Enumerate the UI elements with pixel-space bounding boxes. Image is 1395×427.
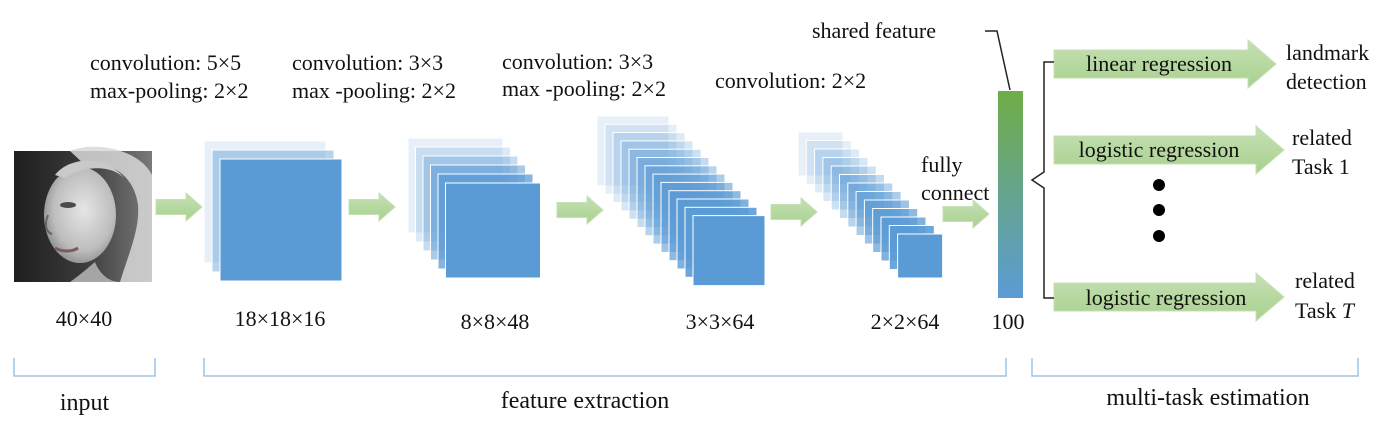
task2-output-line2: Task 1 xyxy=(1292,154,1350,179)
section-label-input: input xyxy=(59,390,110,416)
task1-method-label: linear regression xyxy=(1086,51,1232,76)
layer1-feature-map xyxy=(219,158,343,282)
layer2-conv-label: convolution: 3×3 xyxy=(292,50,444,75)
task1-arrow xyxy=(1053,38,1277,90)
layer3-size-label: 3×3×64 xyxy=(685,309,755,334)
shared-feature-label: shared feature xyxy=(812,18,936,43)
task3-output-line2-text: Task xyxy=(1295,298,1342,323)
task2-arrow xyxy=(1053,124,1285,176)
fully-connect-label-line2: connect xyxy=(921,180,990,205)
task3-output-italic: T xyxy=(1341,298,1354,323)
layer2-feature-map xyxy=(445,182,541,279)
layer4-feature-map xyxy=(797,131,844,177)
task3-arrow xyxy=(1053,271,1285,323)
input-size-label: 40×40 xyxy=(55,306,113,331)
section-label-multi-task: multi-task estimation xyxy=(1106,385,1310,411)
arrows-group xyxy=(155,38,1285,323)
layer4-conv-label: convolution: 2×2 xyxy=(715,68,867,93)
layer1-pool-label: max-pooling: 2×2 xyxy=(90,78,249,103)
task3-method-label: logistic regression xyxy=(1085,285,1247,310)
arrow-layer1-to-layer2 xyxy=(348,191,396,223)
bracket-input xyxy=(13,358,156,377)
layer4-feature-map xyxy=(897,233,944,279)
shared-feature-leader-line xyxy=(985,30,1011,91)
bracket-feature-extraction xyxy=(203,358,1007,377)
task-fanout-bracket xyxy=(1030,61,1054,299)
shared-feature-vector xyxy=(998,91,1023,298)
arrow-layer2-to-layer3 xyxy=(556,194,604,226)
layer4-feature-map xyxy=(805,140,852,185)
layer4-feature-map xyxy=(814,148,861,194)
task1-output-line1: landmark xyxy=(1286,40,1370,65)
ellipsis-dot xyxy=(1153,204,1165,216)
ellipsis-dot xyxy=(1153,179,1165,191)
bracket-multi-task xyxy=(1031,358,1359,377)
section-label-feature-extraction: feature extraction xyxy=(500,388,670,414)
arrow-input-to-layer1 xyxy=(155,191,203,223)
layer3-pool-label: max -pooling: 2×2 xyxy=(502,76,666,101)
layer2-size-label: 8×8×48 xyxy=(460,309,530,334)
arrow-fully-connect xyxy=(942,198,990,230)
task2-method-label: logistic regression xyxy=(1078,137,1240,162)
feature-map-stacks xyxy=(203,115,944,287)
layer4-size-label: 2×2×64 xyxy=(870,309,940,334)
layer1-size-label: 18×18×16 xyxy=(234,306,326,331)
shared-feature-size: 100 xyxy=(991,309,1025,334)
layer2-pool-label: max -pooling: 2×2 xyxy=(292,78,456,103)
face-photo-icon xyxy=(14,146,152,282)
layer1-conv-label: convolution: 5×5 xyxy=(90,50,242,75)
layer3-feature-map xyxy=(692,215,766,287)
task3-output-line2: Task T xyxy=(1295,298,1354,324)
layer3-conv-label: convolution: 3×3 xyxy=(502,49,654,74)
arrow-layer3-to-layer4 xyxy=(770,196,818,228)
fully-connect-label-line1: fully xyxy=(921,152,963,177)
task3-output-line1: related xyxy=(1295,268,1355,293)
ellipsis-dot xyxy=(1153,230,1165,242)
task2-output-line1: related xyxy=(1292,125,1352,150)
task1-output-line2: detection xyxy=(1286,69,1367,94)
